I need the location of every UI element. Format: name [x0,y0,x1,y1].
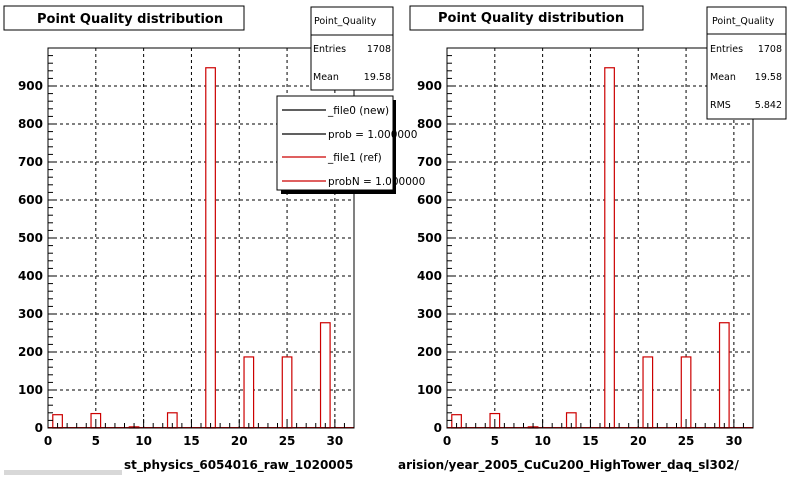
x-tick-label: 0 [443,434,451,448]
legend-label-3: probN = 1.000000 [328,176,425,188]
legend-label-2: _file1 (ref) [327,152,382,164]
y-tick-label: 200 [18,345,43,359]
x-tick-label: 0 [44,434,52,448]
bin-bar-6 [281,356,293,429]
y-tick-label: 100 [417,383,442,397]
x-tick-label: 25 [678,434,695,448]
bin-bar-7 [718,322,730,429]
left-stats-name: Point_Quality [314,16,377,27]
left-panel: 0 5 10 15 20 25 300100200300400500600700800900… [3,5,425,473]
y-tick-label: 700 [18,155,43,169]
right-stats-name: Point_Quality [712,16,775,27]
x-tick-label: 20 [231,434,248,448]
bin-bar-6 [680,356,692,429]
x-tick-label: 5 [491,434,499,448]
left-stats-mean-label: Mean [313,72,339,83]
left-stats-entries-label: Entries [313,44,346,55]
y-tick-label: 300 [18,307,43,321]
y-tick-label: 900 [18,79,43,93]
x-tick-label: 30 [327,434,344,448]
y-tick-label: 300 [417,307,442,321]
y-tick-label: 800 [417,117,442,131]
legend-label-1: prob = 1.000000 [328,129,417,141]
right-stats-entries: 1708 [758,44,782,55]
y-tick-label: 500 [18,231,43,245]
right-stats-rms-label: RMS [710,100,731,111]
legend-label-0: _file0 (new) [327,105,389,117]
left-stats-box: Point_Quality Entries 1708 Mean 19.58 [310,6,394,91]
x-tick-label: 10 [534,434,551,448]
x-tick-label: 5 [92,434,100,448]
x-tick-label: 30 [726,434,743,448]
y-tick-label: 500 [417,231,442,245]
y-tick-label: 700 [417,155,442,169]
y-tick-label: 600 [417,193,442,207]
left-title-box: Point Quality distribution [3,5,245,31]
y-tick-label: 0 [434,421,442,435]
y-tick-label: 400 [18,269,43,283]
bin-bar-5 [243,356,255,429]
y-tick-label: 900 [417,79,442,93]
right-grid [447,48,753,428]
right-title: Point Quality distribution [438,11,624,26]
bin-bar-4 [205,67,216,429]
right-stats-box: Point_Quality Entries 1708 Mean 19.58 RM… [706,6,787,120]
y-tick-label: 800 [18,117,43,131]
x-tick-label: 20 [630,434,647,448]
left-footer-label: st_physics_6054016_raw_1020005 [124,458,353,473]
right-footer-label: arision/year_2005_CuCu200_HighTower_daq_… [398,458,740,473]
y-tick-label: 200 [417,345,442,359]
right-stats-entries-label: Entries [710,44,743,55]
right-stats-mean-label: Mean [710,72,736,83]
right-stats-mean: 19.58 [755,72,782,83]
bin-bar-4 [604,67,615,429]
x-tick-label: 10 [135,434,152,448]
legend-box: _file0 (new) prob = 1.000000 _file1 (ref… [276,95,425,194]
left-stats-mean: 19.58 [364,72,391,83]
left-title: Point Quality distribution [37,12,223,27]
x-tick-label: 15 [582,434,599,448]
x-tick-label: 25 [279,434,296,448]
y-tick-label: 400 [417,269,442,283]
x-tick-label: 15 [183,434,200,448]
y-tick-label: 600 [18,193,43,207]
right-title-box: Point Quality distribution [409,5,644,31]
left-stats-entries: 1708 [367,44,391,55]
bin-bar-7 [319,322,331,429]
y-tick-label: 0 [35,421,43,435]
y-tick-label: 100 [18,383,43,397]
right-panel: 0 5 10 15 20 25 300100200300400500600700800900… [398,5,787,473]
date-stamp [4,470,122,475]
right-stats-rms: 5.842 [755,100,782,111]
bin-bar-5 [642,356,654,429]
